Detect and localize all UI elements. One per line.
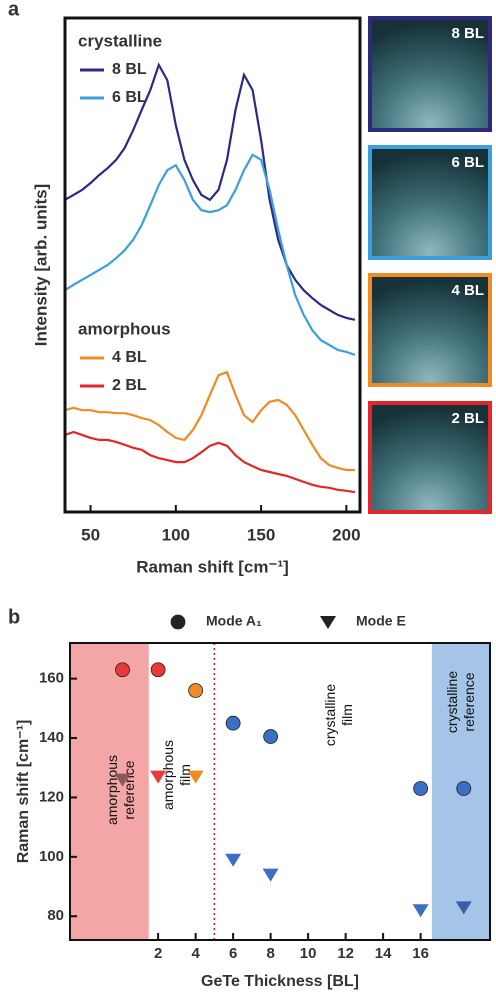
region-label: film xyxy=(339,704,355,726)
x-tick-label: 4 xyxy=(191,945,200,962)
data-point xyxy=(263,729,279,744)
y-tick-label: 140 xyxy=(39,729,64,746)
plot-frame xyxy=(69,642,491,941)
legend-label: 6 BL xyxy=(112,89,147,106)
region-label: reference xyxy=(461,672,477,731)
y-tick-label: 160 xyxy=(39,670,64,687)
data-point xyxy=(187,770,204,784)
x-tick-label: 6 xyxy=(229,945,237,962)
rheed-image xyxy=(368,145,492,260)
x-tick-label: 200 xyxy=(332,525,360,544)
legend-label: 4 BL xyxy=(112,349,147,366)
data-point xyxy=(150,662,166,678)
y-tick-label: 80 xyxy=(47,907,64,924)
inset-label: 6 BL xyxy=(451,154,484,171)
spectrum-line xyxy=(64,62,356,321)
rheed-image xyxy=(368,16,492,132)
rheed-image xyxy=(368,401,492,514)
rheed-image xyxy=(368,273,492,387)
region-label: film xyxy=(177,764,193,786)
inset-label: 2 BL xyxy=(451,410,484,427)
data-point xyxy=(225,715,241,731)
x-axis-label: GeTe Thickness [BL] xyxy=(201,973,359,990)
plot-frame xyxy=(63,16,362,514)
x-axis-label: Raman shift [cm⁻¹] xyxy=(136,557,289,576)
region-label: amorphous xyxy=(104,755,120,825)
region-label: crystalline xyxy=(322,684,338,746)
inset-label: 4 BL xyxy=(451,282,484,299)
spectrum-line xyxy=(64,153,356,356)
data-point xyxy=(412,904,429,918)
legend-marker xyxy=(320,616,336,629)
data-point xyxy=(262,868,279,882)
region-label: crystalline xyxy=(444,671,460,733)
region-label: reference xyxy=(121,760,137,819)
legend-label: 8 BL xyxy=(112,61,147,78)
data-point xyxy=(225,853,242,867)
data-point xyxy=(115,662,130,678)
data-point xyxy=(150,770,167,784)
x-tick-label: 8 xyxy=(266,945,274,962)
y-axis-label: Intensity [arb. units] xyxy=(31,184,50,346)
data-point xyxy=(188,683,204,698)
inset-label: 8 BL xyxy=(451,25,484,42)
x-tick-label: 14 xyxy=(375,945,392,962)
region-label: amorphous xyxy=(160,740,176,810)
data-point xyxy=(456,781,472,796)
panel-label: b xyxy=(8,606,20,628)
y-tick-label: 100 xyxy=(39,848,64,865)
legend-label: Mode A₁ xyxy=(206,613,262,629)
data-point xyxy=(413,781,429,796)
x-tick-label: 150 xyxy=(247,525,275,544)
legend-label: Mode E xyxy=(356,613,406,629)
panel-label: a xyxy=(8,0,20,20)
x-tick-label: 50 xyxy=(81,525,100,544)
x-tick-label: 100 xyxy=(162,525,190,544)
x-tick-label: 10 xyxy=(300,945,317,962)
legend-marker xyxy=(170,614,186,630)
legend-title: amorphous xyxy=(78,319,171,338)
x-tick-label: 12 xyxy=(337,945,354,962)
y-tick-label: 120 xyxy=(39,788,64,805)
data-point xyxy=(114,773,131,787)
x-tick-label: 2 xyxy=(154,945,162,962)
spectrum-line xyxy=(64,430,356,494)
spectrum-line xyxy=(64,370,355,472)
legend-label: 2 BL xyxy=(112,377,147,394)
y-axis-label: Raman shift [cm⁻¹] xyxy=(15,720,32,864)
data-point xyxy=(455,901,472,915)
region-span xyxy=(70,643,149,940)
x-tick-label: 16 xyxy=(412,945,429,962)
legend-title: crystalline xyxy=(78,31,162,50)
